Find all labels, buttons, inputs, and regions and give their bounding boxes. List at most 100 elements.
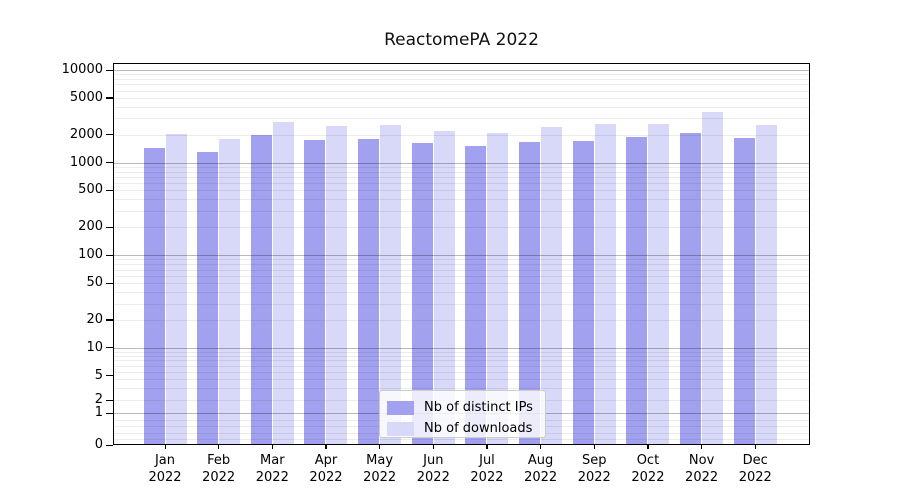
bar-distinct-ips-apr (304, 140, 326, 445)
y-tick-label: 1000 (69, 154, 103, 170)
bar-distinct-ips-oct (626, 137, 648, 445)
legend-swatch-downloads (387, 421, 414, 436)
bar-distinct-ips-jun (411, 142, 433, 445)
y-tick-label: 5 (94, 367, 103, 383)
x-tick-mark (164, 445, 166, 449)
x-tick-mark (432, 445, 434, 449)
y-tick-mark (106, 162, 113, 164)
x-tick-mark (486, 445, 488, 449)
y-tick-label: 1 (94, 405, 103, 420)
y-tick-label: 2 (94, 392, 103, 407)
bar-downloads-oct (648, 123, 670, 445)
plot-area (113, 63, 810, 445)
x-tick-year: 2022 (416, 470, 450, 485)
x-tick-month: May (366, 453, 394, 468)
x-tick-month: Dec (742, 453, 768, 468)
legend-label: Nb of distinct IPs (424, 400, 533, 415)
x-tick-year: 2022 (685, 470, 719, 485)
y-tick-mark (106, 319, 113, 321)
x-tick-mark (325, 445, 327, 449)
y-tick-mark (106, 399, 113, 401)
bar-distinct-ips-mar (250, 135, 272, 445)
y-tick-mark (106, 444, 113, 446)
x-tick-month: Jan (154, 453, 176, 468)
x-tick-month: Jun (423, 453, 444, 468)
x-tick-year: 2022 (470, 470, 504, 485)
x-tick-mark (754, 445, 756, 449)
x-tick-year: 2022 (363, 470, 397, 485)
x-tick-year: 2022 (255, 470, 289, 485)
bar-downloads-jun (433, 130, 455, 445)
y-tick-mark (106, 134, 113, 136)
legend-swatch-distinct-ips (387, 400, 414, 415)
x-tick-month: Aug (527, 453, 554, 468)
y-tick-label: 20 (86, 311, 103, 327)
chart-title: ReactomePA 2022 (384, 30, 539, 50)
x-tick-mark (647, 445, 649, 449)
bar-downloads-feb (219, 138, 241, 445)
x-tick-label-mar: Mar 2022 (242, 452, 302, 486)
y-tick-label: 2000 (69, 126, 103, 142)
x-tick-label-nov: Nov 2022 (672, 452, 732, 486)
x-tick-month: Mar (260, 453, 285, 468)
legend: Nb of distinct IPs Nb of downloads (379, 390, 546, 438)
y-tick-label: 200 (78, 219, 103, 235)
bar-downloads-aug (541, 127, 563, 445)
y-tick-mark (106, 375, 113, 377)
y-tick-label: 10 (86, 339, 103, 355)
x-tick-year: 2022 (148, 470, 182, 485)
x-tick-label-jan: Jan 2022 (135, 452, 195, 486)
x-tick-year: 2022 (202, 470, 236, 485)
x-tick-mark (218, 445, 220, 449)
bar-downloads-apr (326, 125, 348, 445)
x-tick-year: 2022 (631, 470, 665, 485)
bar-downloads-jul (487, 133, 509, 445)
x-tick-mark (593, 445, 595, 449)
bar-distinct-ips-aug (519, 142, 541, 445)
bar-downloads-sep (594, 124, 616, 445)
x-tick-month: Feb (207, 453, 231, 468)
bar-distinct-ips-sep (572, 141, 594, 445)
y-tick-mark (106, 189, 113, 192)
x-tick-year: 2022 (577, 470, 611, 485)
y-tick-mark (106, 412, 113, 414)
legend-label: Nb of downloads (424, 421, 533, 436)
y-tick-mark (106, 347, 113, 349)
x-tick-month: Nov (688, 453, 715, 468)
bar-distinct-ips-jul (465, 145, 487, 445)
bar-downloads-dec (755, 124, 777, 445)
x-tick-label-aug: Aug 2022 (511, 452, 571, 486)
x-tick-year: 2022 (524, 470, 558, 485)
legend-item-distinct-ips: Nb of distinct IPs (387, 397, 537, 418)
y-tick-label: 0 (94, 437, 103, 452)
x-tick-label-jul: Jul 2022 (457, 452, 517, 486)
x-tick-month: Sep (582, 453, 607, 468)
y-tick-mark (106, 226, 113, 228)
y-tick-mark (106, 69, 113, 71)
x-tick-label-sep: Sep 2022 (564, 452, 624, 486)
x-tick-label-oct: Oct 2022 (618, 452, 678, 486)
x-tick-label-dec: Dec 2022 (725, 452, 785, 486)
x-tick-month: Oct (636, 453, 660, 468)
x-tick-mark (379, 445, 381, 449)
bar-downloads-may (380, 125, 402, 445)
y-tick-mark (106, 97, 113, 99)
y-tick-label: 100 (78, 247, 103, 263)
x-tick-year: 2022 (738, 470, 772, 485)
y-tick-label: 500 (78, 182, 103, 198)
bar-distinct-ips-jan (143, 147, 165, 445)
x-tick-label-may: May 2022 (350, 452, 410, 486)
x-tick-mark (540, 445, 542, 449)
x-tick-mark (701, 445, 703, 449)
y-tick-mark (106, 282, 113, 284)
y-tick-label: 50 (86, 275, 103, 291)
x-tick-month: Jul (479, 453, 495, 468)
x-tick-mark (271, 445, 273, 449)
y-tick-label: 10000 (61, 62, 103, 77)
x-tick-month: Apr (314, 453, 338, 468)
bar-distinct-ips-may (358, 139, 380, 445)
bar-distinct-ips-feb (197, 152, 219, 445)
y-tick-mark (106, 254, 113, 256)
y-tick-label: 5000 (69, 89, 103, 105)
